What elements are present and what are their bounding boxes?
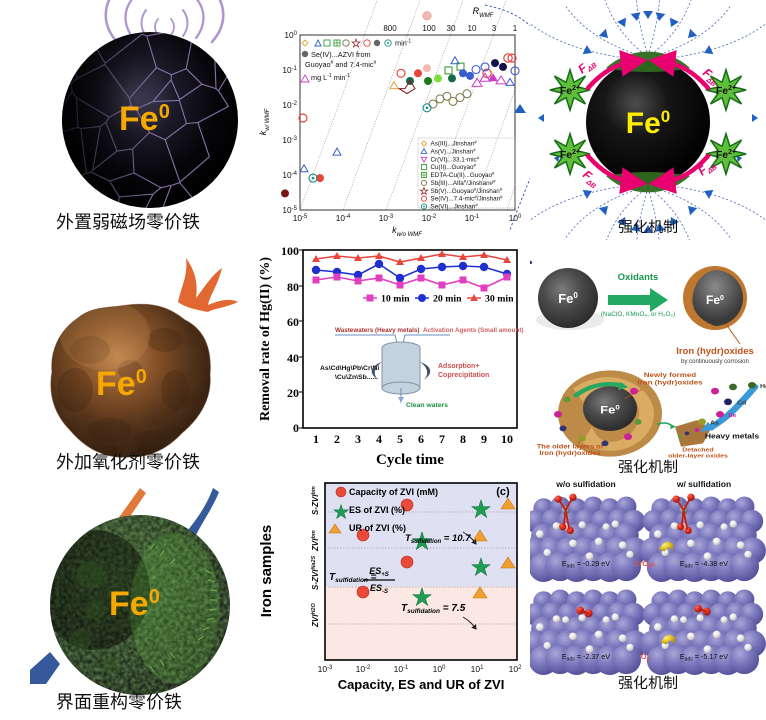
svg-text:S-ZVIbm: S-ZVIbm xyxy=(311,486,320,515)
svg-text:ES of ZVI (%): ES of ZVI (%) xyxy=(349,505,405,515)
svg-text:Se(VI)...Jinshan#: Se(VI)...Jinshan# xyxy=(431,202,479,211)
svg-text:w/o sulfidation: w/o sulfidation xyxy=(555,480,616,489)
svg-text:100: 100 xyxy=(433,664,446,674)
svg-text:10-3: 10-3 xyxy=(379,213,394,223)
svg-text:10-5: 10-5 xyxy=(293,213,308,223)
svg-text:The older layers of: The older layers of xyxy=(537,444,604,450)
svg-text:10-4: 10-4 xyxy=(282,170,297,180)
svg-text:Cr(VI)...33.1-mic#: Cr(VI)...33.1-mic# xyxy=(431,155,480,164)
svg-text:10-2: 10-2 xyxy=(422,213,437,223)
svg-text:Heavy metals: Heavy metals xyxy=(705,432,760,440)
svg-text:10-4: 10-4 xyxy=(336,213,351,223)
svg-text:by continuously corrosion: by continuously corrosion xyxy=(681,359,749,365)
svg-text:800: 800 xyxy=(383,24,397,33)
svg-text:Sb(III)...Alfa#/Jinshan##: Sb(III)...Alfa#/Jinshan## xyxy=(431,178,497,187)
svg-text:Adsorption+: Adsorption+ xyxy=(438,363,479,370)
svg-text:EDTA-Cu(II)...Guoyao#: EDTA-Cu(II)...Guoyao# xyxy=(431,171,495,180)
svg-text:40: 40 xyxy=(287,351,299,365)
svg-text:Capacity, ES and UR of ZVI: Capacity, ES and UR of ZVI xyxy=(338,677,505,692)
svg-text:10: 10 xyxy=(501,432,513,446)
svg-text:100: 100 xyxy=(281,244,299,258)
svg-text:As: As xyxy=(710,420,719,426)
svg-text:0: 0 xyxy=(293,421,299,435)
svg-text:Iron (hydr)oxides: Iron (hydr)oxides xyxy=(637,378,702,386)
svg-text:10 min: 10 min xyxy=(381,294,410,305)
svg-text:外加氧化剂零价铁: 外加氧化剂零价铁 xyxy=(56,448,200,474)
svg-text:10-2: 10-2 xyxy=(356,664,371,674)
svg-text:30 min: 30 min xyxy=(485,294,514,305)
svg-text:(NaClO, KMnO₄, or H₂O₂): (NaClO, KMnO₄, or H₂O₂) xyxy=(601,311,676,318)
svg-text:1: 1 xyxy=(513,24,518,33)
svg-text:7: 7 xyxy=(439,432,445,446)
svg-text:(c): (c) xyxy=(496,486,510,498)
svg-text:Guoyao# and 7.4-mic#: Guoyao# and 7.4-mic# xyxy=(305,60,377,69)
svg-text:kw/o WMF: kw/o WMF xyxy=(392,225,422,238)
svg-text:S-ZVINa2S: S-ZVINa2S xyxy=(311,555,320,590)
svg-text:FΔB: FΔB xyxy=(579,167,602,190)
svg-text:Wastewaters (Heavy metals): Wastewaters (Heavy metals) xyxy=(335,327,419,334)
svg-text:As(III)...Jinshan#: As(III)...Jinshan# xyxy=(431,139,478,148)
svg-text:Se: Se xyxy=(728,412,737,418)
svg-text:10-1: 10-1 xyxy=(282,65,297,75)
svg-text:10-2: 10-2 xyxy=(282,100,297,110)
svg-text:Cd: Cd xyxy=(737,400,746,406)
svg-text:Capacity of ZVI (mM): Capacity of ZVI (mM) xyxy=(349,487,438,497)
svg-text:UR of ZVI (%): UR of ZVI (%) xyxy=(349,523,406,533)
svg-text:Cu(II)...Guoyao#: Cu(II)...Guoyao# xyxy=(431,163,477,172)
svg-text:100: 100 xyxy=(284,30,297,40)
svg-text:强化机制: 强化机制 xyxy=(618,216,678,237)
svg-text:Iron (hydr)oxides: Iron (hydr)oxides xyxy=(539,450,600,456)
svg-text:Iron (hydr)oxides: Iron (hydr)oxides xyxy=(676,346,754,357)
svg-text:Clean waters: Clean waters xyxy=(406,402,448,409)
svg-text:Se(IV)...7.4-mic#/Jinshan#: Se(IV)...7.4-mic#/Jinshan# xyxy=(431,194,504,203)
svg-text:10: 10 xyxy=(468,24,477,33)
svg-text:100: 100 xyxy=(422,24,436,33)
svg-text:Coprecipitation: Coprecipitation xyxy=(438,372,489,379)
svg-text:80: 80 xyxy=(287,280,299,294)
svg-text:60: 60 xyxy=(287,315,299,329)
svg-text:10-1: 10-1 xyxy=(465,213,480,223)
svg-text:1: 1 xyxy=(313,432,319,446)
svg-text:RWMF: RWMF xyxy=(473,6,494,19)
svg-text:4: 4 xyxy=(376,432,382,446)
svg-text:ZVIbm: ZVIbm xyxy=(311,530,320,552)
svg-text:3: 3 xyxy=(355,432,361,446)
svg-text:6: 6 xyxy=(418,432,424,446)
svg-text:强化机制: 强化机制 xyxy=(618,456,678,477)
svg-text:kw/ WMF: kw/ WMF xyxy=(258,108,271,135)
svg-text:Activation Agents (Small amoun: Activation Agents (Small amount) xyxy=(423,327,524,334)
svg-text:3: 3 xyxy=(492,24,497,33)
svg-text:Se(IV)...AZVI from: Se(IV)...AZVI from xyxy=(311,50,371,59)
svg-text:9: 9 xyxy=(481,432,487,446)
svg-text:2: 2 xyxy=(334,432,340,446)
svg-text:外置弱磁场零价铁: 外置弱磁场零价铁 xyxy=(56,208,200,234)
svg-text:FΔB: FΔB xyxy=(575,55,598,78)
svg-text:20 min: 20 min xyxy=(433,294,462,305)
svg-text:Cycle time: Cycle time xyxy=(376,452,444,468)
svg-text:30: 30 xyxy=(447,24,456,33)
svg-text:5: 5 xyxy=(397,432,403,446)
svg-text:102: 102 xyxy=(509,664,522,674)
svg-text:10-3: 10-3 xyxy=(282,135,297,145)
svg-text:10-1: 10-1 xyxy=(394,664,409,674)
svg-text:min-1: min-1 xyxy=(395,39,411,48)
svg-text:20: 20 xyxy=(287,386,299,400)
svg-text:Hg: Hg xyxy=(760,383,766,389)
svg-text:8: 8 xyxy=(460,432,466,446)
svg-text:\Cu\Zn\Sb......: \Cu\Zn\Sb...... xyxy=(335,374,378,381)
svg-text:mg L-1 min-1: mg L-1 min-1 xyxy=(311,73,350,82)
svg-text:强化机制: 强化机制 xyxy=(618,672,678,693)
svg-text:10-3: 10-3 xyxy=(318,664,333,674)
svg-text:As(V)...Jinshan#: As(V)...Jinshan# xyxy=(431,147,477,156)
svg-text:ZVIH2O: ZVIH2O xyxy=(311,603,320,628)
svg-text:Sb(V)...Guoyao#/Jinshan#: Sb(V)...Guoyao#/Jinshan# xyxy=(431,186,503,195)
svg-text:Iron samples: Iron samples xyxy=(258,525,275,618)
svg-text:Oxidants: Oxidants xyxy=(618,272,659,283)
svg-text:Removal rate of Hg(II) (%): Removal rate of Hg(II) (%) xyxy=(258,257,273,421)
svg-text:As\Cd\Hg\Pb\Cr\Ni: As\Cd\Hg\Pb\Cr\Ni xyxy=(320,365,379,372)
svg-text:w/ sulfidation: w/ sulfidation xyxy=(676,480,731,489)
svg-text:101: 101 xyxy=(471,664,484,674)
svg-text:界面重构零价铁: 界面重构零价铁 xyxy=(56,688,182,714)
